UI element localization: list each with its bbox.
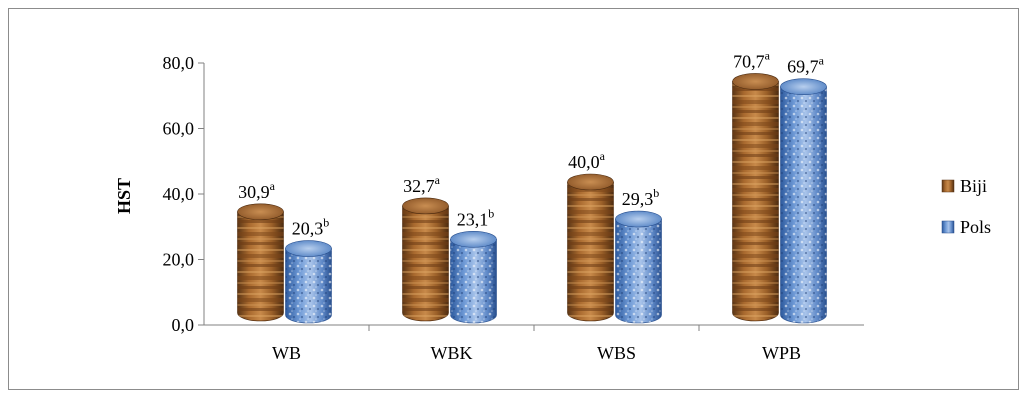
bars — [237, 73, 827, 324]
bar-top — [567, 173, 614, 191]
bar-pols-wpb — [780, 78, 827, 324]
data-label: 40,0a — [568, 149, 606, 172]
bar-top — [615, 210, 662, 228]
data-label: 23,1b — [457, 206, 495, 229]
bar-texture — [237, 211, 284, 321]
bar-texture — [450, 239, 497, 323]
legend-label-biji: Biji — [960, 176, 987, 196]
legend: Biji Pols — [941, 176, 991, 237]
y-tick-label: 40,0 — [163, 184, 195, 204]
data-labels: 30,9a 20,3b 32,7a 23,1b 40,0a 29,3b 70,7a 69,7a — [238, 48, 825, 238]
bar-top — [402, 197, 449, 215]
y-tick-label: 80,0 — [163, 53, 195, 73]
bar-texture — [567, 182, 614, 321]
bar-top — [780, 78, 827, 96]
legend-swatch-biji — [941, 179, 955, 193]
bar-biji-wbk — [402, 197, 449, 322]
bar-texture — [732, 81, 779, 322]
x-category-label: WPB — [762, 343, 801, 363]
legend-swatch-pols — [941, 220, 955, 234]
x-category-label: WBS — [597, 343, 636, 363]
data-label: 32,7a — [403, 173, 441, 196]
data-label: 29,3b — [622, 186, 660, 209]
y-axis-label: HST — [114, 178, 134, 214]
bar-texture — [402, 205, 449, 321]
axes: 0,0 20,0 40,0 60,0 80,0 WB WBK WBS WPB — [163, 53, 864, 363]
bar-biji-wb — [237, 203, 284, 322]
chart-frame — [8, 8, 1019, 390]
data-label: 70,7a — [733, 48, 771, 71]
data-label: 30,9a — [238, 179, 276, 202]
bar-top — [450, 231, 497, 248]
bar-top — [237, 203, 284, 221]
x-category-label: WBK — [431, 343, 473, 363]
bar-biji-wpb — [732, 73, 779, 322]
bar-top — [285, 240, 332, 257]
bar-top — [732, 73, 779, 90]
y-tick-label: 20,0 — [163, 250, 195, 270]
y-tick-label: 60,0 — [163, 119, 195, 139]
bar-pols-wb — [285, 240, 332, 324]
data-label: 20,3b — [292, 216, 330, 239]
x-category-label: WB — [272, 343, 301, 363]
data-label: 69,7a — [787, 54, 825, 77]
legend-label-pols: Pols — [960, 217, 991, 237]
bar-pols-wbs — [615, 210, 662, 324]
bar-texture — [780, 86, 827, 323]
bar-pols-wbk — [450, 231, 497, 324]
bar-texture — [615, 219, 662, 323]
bar-texture — [285, 248, 332, 323]
y-tick-label: 0,0 — [172, 315, 195, 335]
bar-biji-wbs — [567, 173, 614, 322]
